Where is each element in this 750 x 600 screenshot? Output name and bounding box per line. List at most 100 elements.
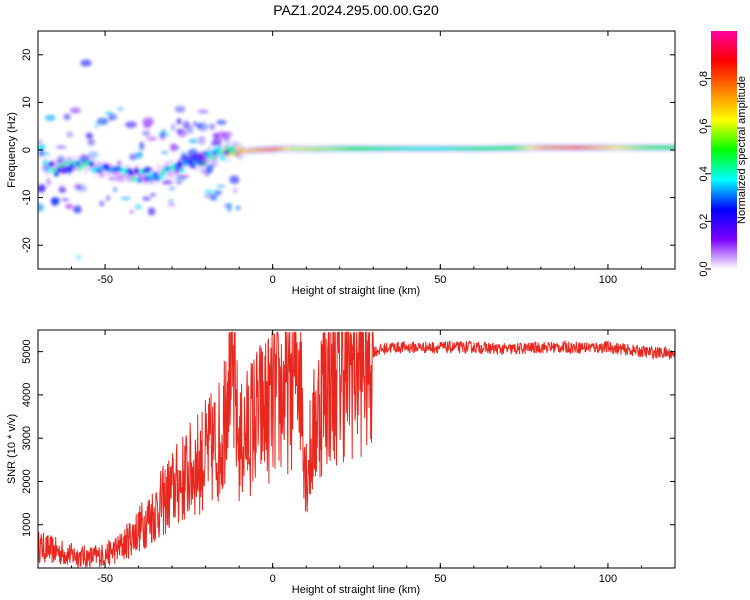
spectrogram-cell [311,147,316,151]
spectrogram-blob [196,135,206,145]
spectrogram-cell [397,147,402,150]
spectrogram-cell [91,168,96,173]
spectrogram-cell [212,150,217,155]
spectrogram-blob [61,197,69,202]
spectrogram-blob [76,184,88,192]
spectrogram-cell [118,167,123,172]
spectrogram-cell [164,166,169,171]
spectrogram-cell [510,146,515,150]
spectrogram-cell [107,163,112,171]
spectrogram-cell [99,169,104,178]
spectrogram-cell [620,146,625,149]
colorbar-tick-label: 0.8 [698,71,710,86]
spectrogram-cell [107,167,112,172]
spectrogram-cell [40,144,45,149]
spectrogram-cell [662,146,668,149]
snr-xtick-label: -50 [97,573,113,585]
spectrogram-cell [547,146,552,149]
spectrogram-blob [179,154,189,163]
colorbar-tick-label: 0.0 [698,261,710,276]
spectrogram-cell [83,162,88,166]
spectrogram-cell [223,150,228,163]
spectrogram-cell [172,166,177,174]
spectrogram-cell [483,147,488,150]
spectrogram-xtick-label: 0 [270,274,276,286]
spectrogram-cell [147,174,153,183]
colorbar-ramp [711,31,737,269]
spectrogram-cell [129,170,134,175]
spectrogram-cell [421,147,426,150]
spectrogram-cell [80,160,86,169]
spectrogram-cell [156,176,161,181]
spectrogram-blob [161,180,174,185]
spectrogram-blob [79,154,90,163]
spectrogram-blob [171,123,176,131]
spectrogram-ytick-label: 20 [21,49,33,61]
spectrogram-cell [515,146,520,150]
spectrogram-cell [378,147,383,150]
spectrogram-cell [295,147,300,150]
spectrogram-cell [123,169,129,174]
spectrogram-cell [383,147,389,150]
spectrogram-blob [212,137,222,146]
spectrogram-cell [402,147,407,150]
spectrogram-cell [78,160,83,168]
spectrogram-cell [544,146,550,149]
snr-panel: -50 0 50 100 1000 2000 3000 4000 5000 Height of … [6,329,676,596]
spectrogram-cell [434,147,440,150]
spectrogram-blob [143,166,153,173]
spectrogram-blob [176,118,182,125]
spectrogram-blob [209,163,217,168]
spectrogram-cell [526,146,531,150]
spectrogram-cell [239,149,244,154]
spectrogram-blob [108,113,118,121]
spectrogram-cell [303,147,308,151]
spectrogram-blob [178,174,190,178]
colorbar-tick-label: 0.2 [698,214,710,229]
spectrogram-cell [72,161,78,166]
spectrogram-blob [168,186,176,191]
spectrogram-ytick-label: -20 [21,237,33,253]
spectrogram-cell [51,168,56,173]
spectrogram-blob [168,199,174,204]
spectrogram-blob [105,195,111,202]
spectrogram-cell [469,147,475,150]
spectrogram-cell [180,168,185,173]
spectrogram-blob [193,153,205,158]
spectrogram-cell [502,146,507,150]
spectrogram-cell [201,150,206,159]
spectrogram-blob [217,131,228,140]
spectrogram-blob [142,130,151,136]
spectrogram-cell [552,146,558,149]
spectrogram-cell [99,165,104,170]
spectrogram-blob [58,185,66,193]
spectrogram-cell [263,148,268,151]
spectrogram-cell [54,168,59,176]
spectrogram-cell [204,151,209,156]
spectrogram-cell [51,162,56,170]
spectrogram-cell [54,172,59,177]
spectrogram-cell [579,146,584,149]
spectrogram-cell [94,167,99,172]
snr-series-line [38,331,675,568]
spectrogram-cell [362,147,367,150]
spectrogram-cell [603,146,609,149]
spectrogram-cell [126,173,131,182]
spectrogram-cell [646,146,652,149]
spectrogram-cell [491,147,496,150]
spectrogram-cell [660,146,665,149]
spectrogram-cell [206,148,212,156]
spectrogram-blob [214,132,219,139]
spectrogram-cell [601,146,606,149]
spectrogram-cell [392,147,397,150]
spectrogram-cell [54,159,59,172]
spectrogram-cell [410,147,416,150]
spectrogram-cell [217,145,222,153]
spectrogram-cell [418,147,424,150]
spectrogram-blob [196,123,202,129]
spectrogram-cell [507,146,512,150]
spectrogram-blob [204,193,217,199]
spectrogram-cell [287,147,292,150]
spectrogram-cell [215,147,220,152]
